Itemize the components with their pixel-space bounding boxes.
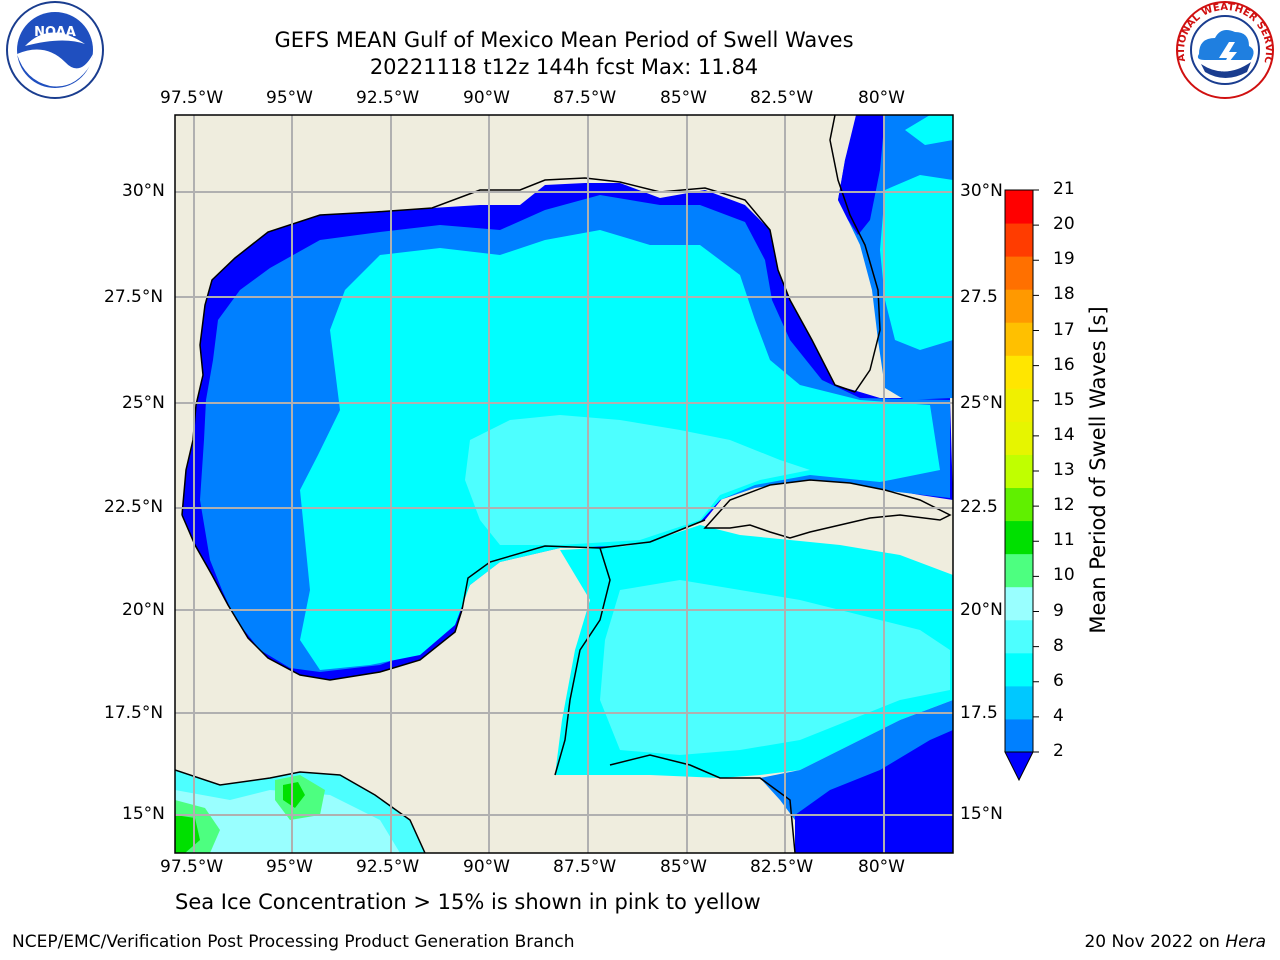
lat-tick-right: 15°N: [960, 804, 1003, 824]
colorbar-tick-label: 10: [1053, 565, 1075, 586]
lon-tick-bottom: 82.5°W: [750, 857, 814, 877]
footer-host: Hera: [1225, 932, 1266, 952]
lat-tick-left: 17.5°N: [104, 703, 164, 723]
map-frame: [174, 114, 954, 854]
colorbar-segment: [1005, 355, 1033, 389]
lat-tick-left: 15°N: [122, 804, 165, 824]
footer-date-text: 20 Nov 2022 on: [1084, 932, 1226, 952]
lat-tick-right: 17.5: [960, 703, 998, 723]
gulf-coastline: [181, 115, 881, 776]
colorbar-segment: [1005, 421, 1033, 455]
colorbar-tick-label: 6: [1053, 670, 1064, 691]
colorbar-tick-label: 17: [1053, 319, 1075, 340]
colorbar-segment: [1005, 289, 1033, 323]
colorbar-tick-label: 2: [1053, 741, 1064, 761]
lat-tick-left: 22.5°N: [104, 497, 164, 517]
lat-tick-right: 22.5: [960, 497, 998, 517]
colorbar-extend-min: [1004, 751, 1034, 782]
pacific-water-pale: [175, 790, 400, 853]
atlantic-water-dark: [838, 115, 885, 235]
colorbar-tick-label: 14: [1053, 424, 1075, 445]
footer-credit: NCEP/EMC/Verification Post Processing Pr…: [12, 932, 575, 952]
colorbar-tick-label: 15: [1053, 389, 1075, 410]
colorbar-tick-label: 12: [1053, 495, 1075, 516]
lon-tick-bottom: 85°W: [660, 857, 707, 877]
colorbar-segment: [1005, 619, 1033, 654]
atlantic-water-cyan: [880, 175, 953, 350]
lat-tick-right: 25°N: [960, 393, 1003, 413]
lon-tick-bottom: 90°W: [463, 857, 510, 877]
lon-tick-top: 97.5°W: [160, 88, 224, 108]
lon-tick-top: 85°W: [660, 88, 707, 108]
colorbar-segment: [1005, 553, 1033, 588]
colorbar-segment: [1005, 190, 1033, 224]
lon-tick-top: 92.5°W: [356, 88, 420, 108]
colorbar-tick-label: 19: [1053, 249, 1075, 270]
lat-tick-right: 27.5: [960, 287, 998, 307]
colorbar-segment: [1005, 652, 1033, 687]
colorbar: [1004, 189, 1039, 782]
lat-tick-left: 20°N: [122, 600, 165, 620]
footer-date: 20 Nov 2022 on Hera: [1084, 932, 1266, 952]
lon-tick-top: 90°W: [463, 88, 510, 108]
lon-tick-bottom: 87.5°W: [553, 857, 617, 877]
lon-tick-bottom: 97.5°W: [160, 857, 224, 877]
atlantic-water-cyan-north: [905, 115, 953, 145]
colorbar-segment: [1005, 718, 1033, 753]
lat-tick-right: 30°N: [960, 181, 1003, 201]
colorbar-segment: [1005, 685, 1033, 720]
colorbar-tick-label: 11: [1053, 530, 1075, 551]
lat-tick-right: 20°N: [960, 600, 1003, 620]
sea-ice-caption: Sea Ice Concentration > 15% is shown in …: [175, 890, 761, 914]
colorbar-segment: [1005, 487, 1033, 522]
colorbar-segment: [1005, 256, 1033, 290]
colorbar-segment: [1005, 322, 1033, 356]
lon-tick-top: 82.5°W: [750, 88, 814, 108]
colorbar-tick-label: 13: [1053, 460, 1075, 480]
gulf-water-light-cyan: [465, 415, 810, 545]
colorbar-segment: [1005, 520, 1033, 555]
colorbar-tick-label: 8: [1053, 635, 1064, 656]
chart-subtitle: 20221118 t12z 144h fcst Max: 11.84: [369, 55, 759, 79]
colorbar-segment: [1005, 586, 1033, 621]
caribbean-water-dark: [795, 730, 953, 853]
lat-tick-left: 30°N: [122, 181, 165, 201]
colorbar-tick-label: 21: [1053, 179, 1075, 199]
colorbar-segment: [1005, 223, 1033, 257]
colorbar-tick-label: 20: [1053, 214, 1075, 235]
map-grid: [175, 115, 953, 853]
lat-tick-left: 27.5°N: [104, 287, 164, 307]
lon-tick-bottom: 95°W: [266, 857, 313, 877]
lon-tick-top: 95°W: [266, 88, 313, 108]
colorbar-segment: [1005, 388, 1033, 422]
chart-title: GEFS MEAN Gulf of Mexico Mean Period of …: [274, 28, 854, 52]
colorbar-tick-label: 18: [1053, 284, 1075, 305]
colorbar-segment: [1005, 454, 1033, 489]
lon-tick-top: 87.5°W: [553, 88, 617, 108]
pacific-water-green-core: [283, 782, 305, 808]
lon-tick-bottom: 92.5°W: [356, 857, 420, 877]
lon-tick-bottom: 80°W: [858, 857, 905, 877]
lon-tick-top: 80°W: [858, 88, 905, 108]
colorbar-tick-label: 4: [1053, 705, 1064, 726]
colorbar-tick-label: 9: [1053, 600, 1064, 621]
colorbar-label: Mean Period of Swell Waves [s]: [1086, 306, 1110, 634]
lat-tick-left: 25°N: [122, 393, 165, 413]
colorbar-tick-label: 16: [1053, 354, 1075, 375]
